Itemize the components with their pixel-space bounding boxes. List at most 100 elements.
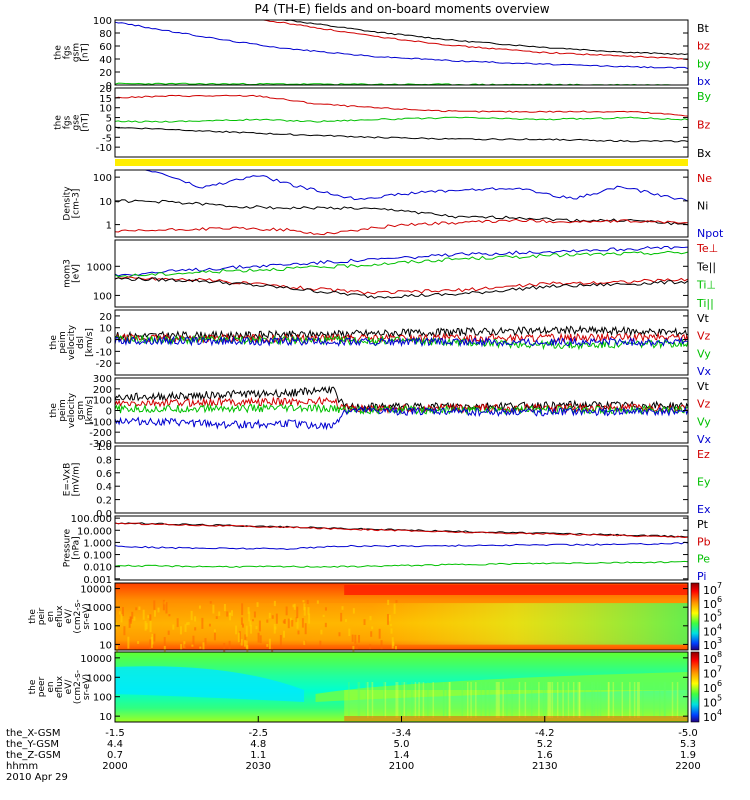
y-axis-label: the fgs gse [nT] <box>54 113 91 131</box>
y-tick-label: 0.0 <box>96 509 112 520</box>
heatmap-texture <box>659 682 661 718</box>
y-axis-label-line: velocity <box>67 324 77 360</box>
heatmap-texture <box>194 616 197 622</box>
heatmap-texture <box>307 607 310 615</box>
heatmap-texture <box>511 682 513 718</box>
y-tick-label: 100 <box>93 291 112 302</box>
x-tick-label: -5.0 <box>678 728 698 739</box>
heatmap-texture <box>642 682 644 718</box>
y-axis-label-line: velocity <box>67 392 77 428</box>
y-axis-label-line: [nT] <box>81 43 91 61</box>
heatmap-texture <box>246 645 249 656</box>
heatmap-texture <box>208 623 211 627</box>
heatmap-texture <box>209 601 212 604</box>
heatmap-texture <box>229 612 232 621</box>
legend-entry: Ti⊥ <box>696 279 716 292</box>
heatmap-texture <box>282 620 285 624</box>
heatmap-high-band <box>344 585 688 595</box>
y-tick-label: 1000 <box>87 262 112 273</box>
heatmap-texture <box>446 682 449 718</box>
heatmap-texture <box>354 634 357 644</box>
heatmap-texture <box>223 643 226 653</box>
heatmap-bottom-band <box>344 716 688 721</box>
heatmap-texture <box>348 682 350 718</box>
heatmap-texture <box>249 620 252 627</box>
heatmap-texture <box>187 621 190 625</box>
heatmap-texture <box>348 628 351 636</box>
y-axis-label-line: the <box>28 679 38 694</box>
heatmap-texture <box>432 682 435 718</box>
panel-3: 100 10 1 Density [cm-3] Ne Ni Npot <box>63 169 724 240</box>
heatmap-texture <box>420 682 422 718</box>
heatmap-texture <box>213 632 216 641</box>
heatmap-texture <box>590 682 593 718</box>
heatmap-texture <box>302 600 305 603</box>
heatmap-texture <box>128 619 131 628</box>
colorbar-tick-exponent: 5 <box>717 694 722 703</box>
x-tick-label: -4.2 <box>535 728 555 739</box>
colorbar-tick-label: 10 <box>703 711 717 724</box>
heatmap-texture <box>212 604 215 614</box>
heatmap-texture <box>268 612 271 619</box>
y-axis-label-line: (cm2-s- <box>73 670 83 704</box>
heatmap-texture <box>561 682 563 718</box>
heatmap-texture <box>258 620 261 632</box>
colorbar-tick-exponent: 8 <box>717 650 722 659</box>
chart-title: P4 (TH-E) fields and on-board moments ov… <box>254 2 549 16</box>
x-tick-label: 2030 <box>246 761 271 772</box>
y-axis-label-line: gse <box>72 114 82 130</box>
heatmap-texture <box>663 682 666 718</box>
heatmap-texture <box>371 626 374 630</box>
legend-entry: Vx <box>697 433 712 446</box>
legend-entry: Vy <box>697 415 711 428</box>
y-axis-label-line: eflux <box>55 605 65 628</box>
colorbar-tick-label: 10 <box>703 639 717 652</box>
heatmap-texture <box>531 682 533 718</box>
colorbar-tick-exponent: 4 <box>717 622 722 631</box>
heatmap-texture <box>237 632 240 643</box>
heatmap-texture <box>194 627 197 631</box>
y-axis-label-line: sr-eV) <box>82 674 92 700</box>
heatmap-texture <box>547 682 549 718</box>
heatmap-texture <box>283 630 286 638</box>
y-axis-label: Pressure [nPa] <box>63 528 82 567</box>
series-line <box>114 403 689 416</box>
heatmap-texture <box>244 634 247 640</box>
heatmap-texture <box>301 618 304 628</box>
heatmap-texture <box>190 610 193 621</box>
y-axis-label-line: the <box>49 403 59 418</box>
x-row-label: hhmm <box>6 761 38 772</box>
heatmap-texture <box>121 606 124 617</box>
y-tick-label: 100 <box>93 622 112 633</box>
heatmap-texture <box>292 604 295 608</box>
heatmap-texture <box>308 613 311 624</box>
y-axis-label: mom3 [eV] <box>63 259 82 288</box>
x-tick-label: -3.4 <box>392 728 412 739</box>
heatmap-texture <box>163 645 166 653</box>
legend-entry: Bx <box>697 147 712 160</box>
heatmap-texture <box>388 614 391 622</box>
heatmap-texture <box>637 682 639 718</box>
y-tick-label: 20 <box>99 84 112 95</box>
legend-entry: Ey <box>697 476 711 489</box>
heatmap-texture <box>123 626 126 636</box>
heatmap-texture <box>138 606 141 610</box>
heatmap-texture <box>273 600 276 607</box>
heatmap-texture <box>296 606 299 618</box>
heatmap-texture <box>395 599 398 603</box>
heatmap-texture <box>204 638 207 645</box>
heatmap-texture <box>380 640 383 650</box>
legend-entry: Te|| <box>696 260 716 273</box>
x-tick-label: 5.3 <box>680 739 696 750</box>
heatmap-texture <box>271 615 274 619</box>
y-axis-label: E=-VxB [mV/m] <box>63 463 82 497</box>
y-axis-label-line: [eV] <box>72 264 82 283</box>
y-axis-label: the peim velocity gsm [km/s] <box>49 392 95 428</box>
y-tick-label: 10 <box>99 104 112 115</box>
heatmap-texture <box>448 682 451 718</box>
heatmap-texture <box>201 617 204 629</box>
x-tick-label: 2000 <box>102 761 127 772</box>
heatmap-texture <box>256 602 259 607</box>
